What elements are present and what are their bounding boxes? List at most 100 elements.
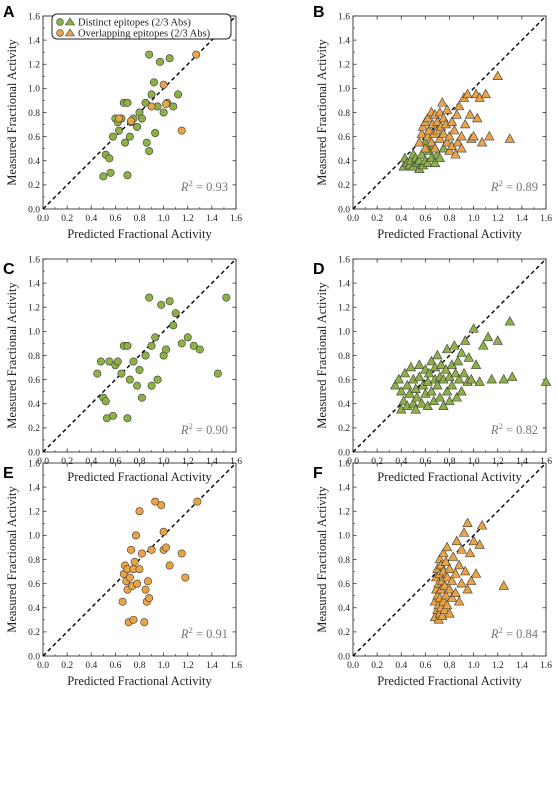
panel-b: B 0.0 0.2 0.4 0.6 0.8 1.0 1.2 1.4 1.6 0.0 0.2 0.4 0.6… <box>313 4 552 241</box>
data-point <box>398 395 409 406</box>
data-point <box>125 573 134 582</box>
y-tick-label: 0.0 <box>338 205 350 215</box>
data-point <box>466 575 477 585</box>
data-point <box>444 563 455 573</box>
panel-letter: E <box>3 465 14 482</box>
r-squared-value: = 0.90 <box>193 423 228 437</box>
data-point <box>423 124 435 135</box>
x-tick-label: 1.2 <box>492 661 504 671</box>
r-exponent: 2 <box>189 421 193 431</box>
y-tick-label: 0.2 <box>28 181 40 191</box>
data-point <box>141 98 150 107</box>
data-point <box>417 121 429 131</box>
y-tick-label: 0.0 <box>28 205 40 215</box>
x-axis-title: Predicted Fractional Activity <box>67 227 212 241</box>
x-tick-label: 0.8 <box>444 214 456 224</box>
x-tick-label: 0.4 <box>85 457 97 467</box>
data-point <box>137 114 146 123</box>
r-squared-label: R2 = 0.90 <box>180 421 228 437</box>
data-point <box>147 545 156 554</box>
x-tick-label: 1.6 <box>540 214 552 224</box>
x-tick-label: 1.6 <box>230 214 242 224</box>
data-point <box>498 580 509 590</box>
data-point <box>410 404 421 414</box>
x-tick-label: 0.0 <box>37 457 49 467</box>
r-symbol: R <box>490 423 499 437</box>
panel-letter: A <box>3 4 15 21</box>
data-point <box>463 352 474 362</box>
data-point <box>480 88 491 99</box>
data-point <box>411 391 423 402</box>
data-point <box>451 535 462 546</box>
x-tick-label: 0.8 <box>444 661 456 671</box>
x-tick-label: 0.6 <box>419 661 431 671</box>
y-axis-title: Measured Fractional Activity <box>5 282 19 429</box>
data-point <box>446 575 458 585</box>
data-point <box>462 88 473 99</box>
data-point <box>441 541 453 552</box>
data-point <box>105 357 114 366</box>
legend-distinct-label: Distinct epitopes (2/3 Abs) <box>78 18 191 29</box>
data-point <box>174 90 183 99</box>
data-point <box>451 391 462 402</box>
y-tick-label: 1.4 <box>28 279 40 289</box>
data-point <box>145 594 154 603</box>
data-point <box>145 293 154 302</box>
r-symbol: R <box>490 627 499 641</box>
data-point <box>441 343 453 354</box>
data-point <box>429 142 441 153</box>
data-point <box>133 381 142 390</box>
data-point <box>127 545 136 554</box>
x-tick-label: 1.6 <box>540 457 552 467</box>
data-point <box>432 349 443 360</box>
y-tick-label: 1.2 <box>338 61 350 71</box>
y-tick-label: 1.4 <box>338 483 350 493</box>
data-point <box>446 116 458 126</box>
data-point <box>414 136 425 147</box>
data-point <box>140 618 149 627</box>
data-point <box>177 126 186 135</box>
x-tick-label: 1.2 <box>182 661 194 671</box>
data-point <box>137 549 146 558</box>
data-point <box>108 132 117 141</box>
data-point <box>440 589 452 600</box>
x-tick-label: 1.0 <box>468 214 480 224</box>
data-point <box>434 152 446 163</box>
data-point <box>456 385 467 396</box>
data-point <box>492 70 503 81</box>
x-tick-label: 1.4 <box>516 457 528 467</box>
y-tick-label: 0.2 <box>338 628 350 638</box>
x-tick-label: 0.6 <box>109 661 121 671</box>
data-point <box>147 90 156 99</box>
panel-letter: F <box>313 465 323 482</box>
data-point <box>456 577 467 588</box>
data-point <box>165 54 174 63</box>
x-tick-label: 1.4 <box>206 661 218 671</box>
data-point <box>426 136 437 147</box>
data-point <box>147 381 156 390</box>
data-point <box>440 364 452 374</box>
x-tick-label: 0.2 <box>61 214 73 224</box>
data-point <box>453 373 465 384</box>
y-tick-label: 1.0 <box>28 328 40 338</box>
data-point <box>444 583 455 594</box>
r-squared-label: R2 = 0.91 <box>180 625 228 641</box>
data-point <box>446 592 458 602</box>
y-tick-label: 1.6 <box>338 255 350 265</box>
data-point <box>143 577 152 586</box>
r-squared-value: = 0.82 <box>503 423 538 437</box>
y-axis-title: Measured Fractional Activity <box>5 39 19 186</box>
data-point <box>399 367 411 378</box>
y-tick-label: 0.2 <box>338 424 350 434</box>
data-point <box>162 543 171 552</box>
data-point <box>121 138 130 147</box>
x-tick-label: 0.2 <box>371 214 383 224</box>
data-point <box>393 373 405 384</box>
data-point <box>141 585 150 594</box>
data-point <box>193 497 202 506</box>
data-point <box>435 359 447 369</box>
y-tick-label: 0.8 <box>338 556 350 566</box>
x-tick-label: 1.0 <box>158 661 170 671</box>
data-point <box>507 371 518 381</box>
panel-letter: B <box>313 4 325 21</box>
